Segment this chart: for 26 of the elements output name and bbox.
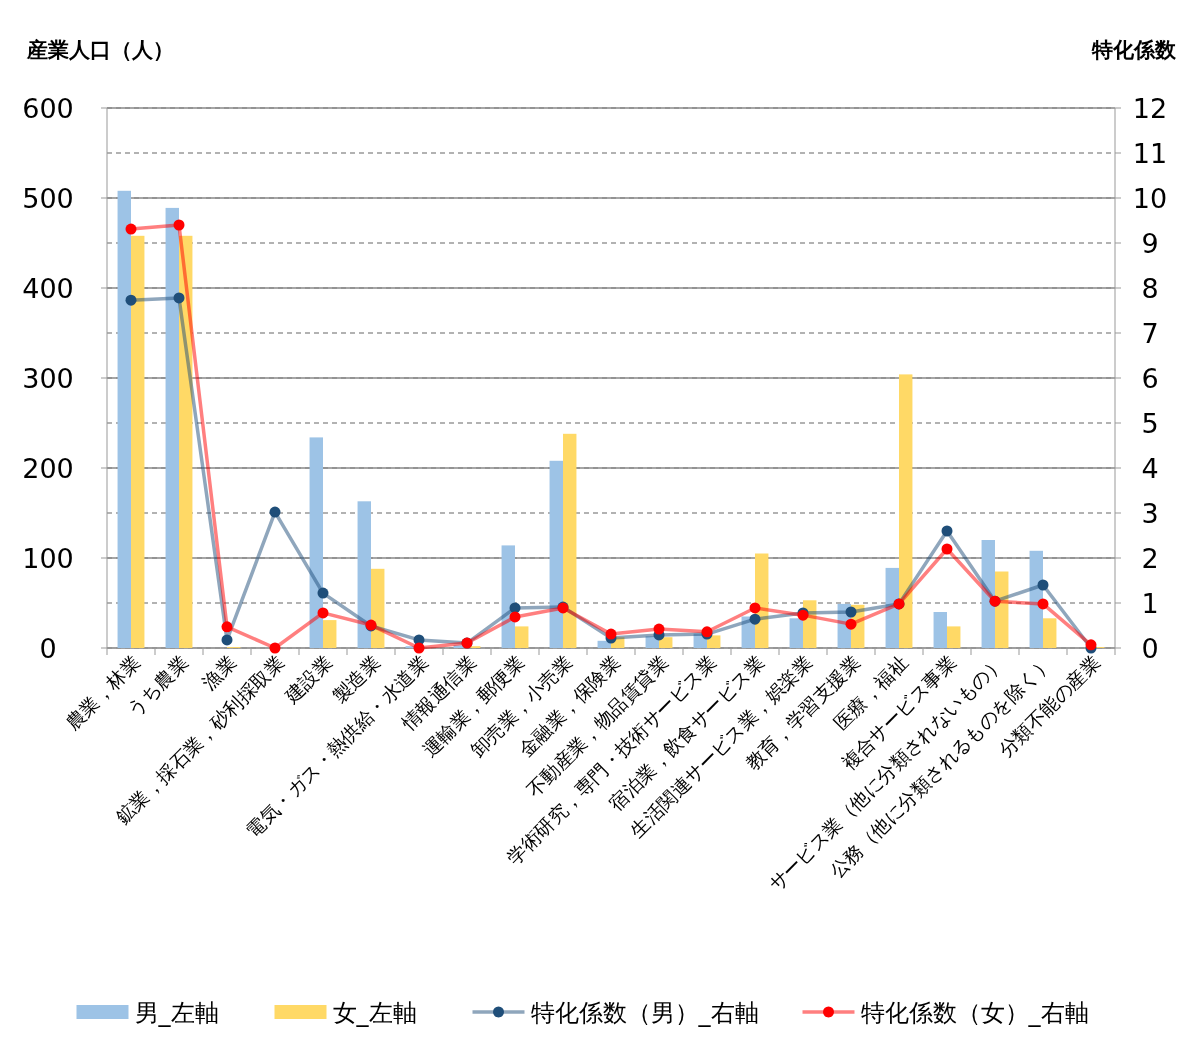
y2-axis-title: 特化係数 — [1091, 38, 1177, 62]
legend-label: 女_左軸 — [332, 999, 417, 1027]
y-tick-label: 500 — [22, 183, 74, 214]
y2-tick-label: 5 — [1141, 408, 1159, 439]
legend-label: 特化係数（男）_右軸 — [530, 999, 759, 1027]
y-tick-label: 600 — [22, 93, 74, 124]
y-tick-label: 300 — [22, 363, 74, 394]
y2-tick-label: 8 — [1141, 273, 1159, 304]
y2-tick-label: 9 — [1141, 228, 1159, 259]
y-axis-title: 産業人口（人） — [26, 38, 174, 62]
y2-tick-label: 11 — [1132, 138, 1168, 169]
y2-tick-label: 12 — [1132, 93, 1168, 124]
y2-tick-label: 4 — [1141, 453, 1159, 484]
y2-tick-label: 2 — [1141, 543, 1159, 574]
legend-label: 男_左軸 — [134, 999, 219, 1027]
legend-label: 特化係数（女）_右軸 — [860, 999, 1089, 1027]
y-tick-label: 200 — [22, 453, 74, 484]
y-tick-label: 100 — [22, 543, 74, 574]
y2-tick-label: 6 — [1141, 363, 1159, 394]
y-tick-label: 0 — [39, 633, 57, 664]
y2-tick-label: 0 — [1141, 633, 1159, 664]
y2-tick-label: 10 — [1132, 183, 1168, 214]
y-tick-label: 400 — [22, 273, 74, 304]
y2-tick-label: 7 — [1141, 318, 1159, 349]
y2-tick-label: 1 — [1141, 588, 1159, 619]
y2-tick-label: 3 — [1141, 498, 1159, 529]
